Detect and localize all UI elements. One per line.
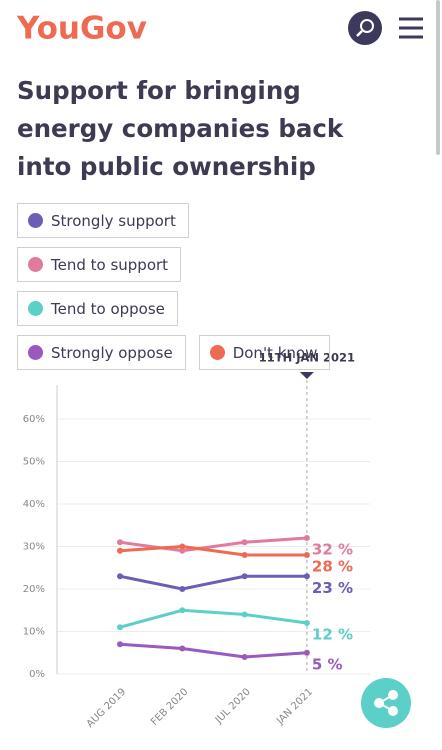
legend-swatch xyxy=(28,301,43,316)
value-label: 23 % xyxy=(312,579,353,597)
x-tick-label: FEB 2020 xyxy=(149,686,190,727)
data-point xyxy=(117,573,123,580)
legend-label: Strongly support xyxy=(51,211,176,230)
data-point xyxy=(241,611,248,618)
data-point xyxy=(241,654,248,660)
data-point xyxy=(241,552,248,558)
legend-label: Tend to support xyxy=(51,255,169,274)
data-point xyxy=(241,573,248,580)
legend-swatch xyxy=(28,213,43,228)
legend-item[interactable]: Tend to oppose xyxy=(17,291,178,326)
scrollbar xyxy=(436,0,440,155)
value-label: 5 % xyxy=(312,655,343,673)
x-tick-label: JUL 2020 xyxy=(213,686,253,726)
x-tick-label: AUG 2019 xyxy=(85,686,129,730)
chart-title: Support for bringing energy companies ba… xyxy=(17,76,344,181)
series-line xyxy=(119,544,307,557)
menu-button[interactable] xyxy=(399,17,423,39)
series-line xyxy=(119,574,307,591)
data-point xyxy=(303,573,310,580)
data-point xyxy=(241,539,248,546)
value-label: 28 % xyxy=(312,558,353,576)
y-tick-label: 30% xyxy=(23,542,45,553)
legend-swatch xyxy=(209,345,225,360)
x-tick-label: JAN 2021 xyxy=(274,686,315,727)
legend-label: Don't know xyxy=(232,343,318,362)
series-line xyxy=(119,608,308,629)
legend-item[interactable]: Tend to support xyxy=(17,247,182,282)
data-point xyxy=(303,620,310,626)
y-tick-label: 40% xyxy=(23,499,45,510)
legend-item[interactable]: Strongly support xyxy=(17,203,189,238)
data-point xyxy=(179,547,186,554)
data-point xyxy=(179,645,186,652)
share-button[interactable] xyxy=(361,678,411,728)
data-point xyxy=(117,624,123,631)
data-point xyxy=(179,586,186,592)
search-icon xyxy=(360,19,374,33)
legend-item[interactable]: Don't know xyxy=(198,335,331,370)
y-tick-label: 10% xyxy=(23,627,45,638)
value-label: 32 % xyxy=(312,541,353,559)
data-point xyxy=(303,649,310,656)
value-label: 12 % xyxy=(312,626,353,644)
legend-label: Strongly oppose xyxy=(51,343,173,362)
annotation-marker xyxy=(299,372,314,379)
share-icon xyxy=(374,690,398,716)
legend-label: Tend to oppose xyxy=(51,299,165,318)
data-point xyxy=(117,547,123,554)
y-tick-label: 50% xyxy=(23,457,45,468)
search-button[interactable] xyxy=(348,11,382,45)
data-point xyxy=(179,607,186,614)
data-point xyxy=(117,539,123,546)
logo[interactable]: YouGov xyxy=(16,11,147,47)
data-point xyxy=(303,535,310,541)
legend-swatch xyxy=(28,345,43,360)
legend-swatch xyxy=(28,257,43,272)
series-line xyxy=(119,536,308,553)
legend: Strongly support Tend to support Tend to o… xyxy=(17,203,352,370)
series-line xyxy=(119,642,308,659)
y-tick-label: 0% xyxy=(29,669,45,680)
annotation: 11TH JAN 2021 xyxy=(259,351,355,365)
search-icon xyxy=(356,30,363,37)
data-point xyxy=(117,641,123,648)
data-point xyxy=(179,543,186,550)
y-tick-label: 60% xyxy=(23,414,45,425)
y-tick-label: 20% xyxy=(23,584,45,595)
data-point xyxy=(303,552,310,558)
legend-item[interactable]: Strongly oppose xyxy=(17,335,186,370)
